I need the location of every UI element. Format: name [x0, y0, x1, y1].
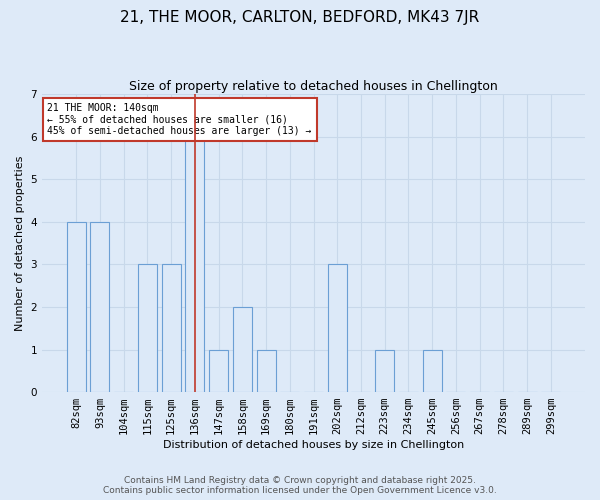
Bar — [233, 307, 252, 392]
Bar — [209, 350, 228, 392]
Bar — [185, 136, 205, 392]
Bar — [422, 350, 442, 392]
Text: 21 THE MOOR: 140sqm
← 55% of detached houses are smaller (16)
45% of semi-detach: 21 THE MOOR: 140sqm ← 55% of detached ho… — [47, 103, 312, 136]
Text: 21, THE MOOR, CARLTON, BEDFORD, MK43 7JR: 21, THE MOOR, CARLTON, BEDFORD, MK43 7JR — [121, 10, 479, 25]
Text: Contains HM Land Registry data © Crown copyright and database right 2025.
Contai: Contains HM Land Registry data © Crown c… — [103, 476, 497, 495]
Bar — [328, 264, 347, 392]
X-axis label: Distribution of detached houses by size in Chellington: Distribution of detached houses by size … — [163, 440, 464, 450]
Y-axis label: Number of detached properties: Number of detached properties — [15, 156, 25, 331]
Bar — [138, 264, 157, 392]
Bar — [161, 264, 181, 392]
Title: Size of property relative to detached houses in Chellington: Size of property relative to detached ho… — [129, 80, 498, 93]
Bar — [67, 222, 86, 392]
Bar — [91, 222, 109, 392]
Bar — [257, 350, 275, 392]
Bar — [375, 350, 394, 392]
